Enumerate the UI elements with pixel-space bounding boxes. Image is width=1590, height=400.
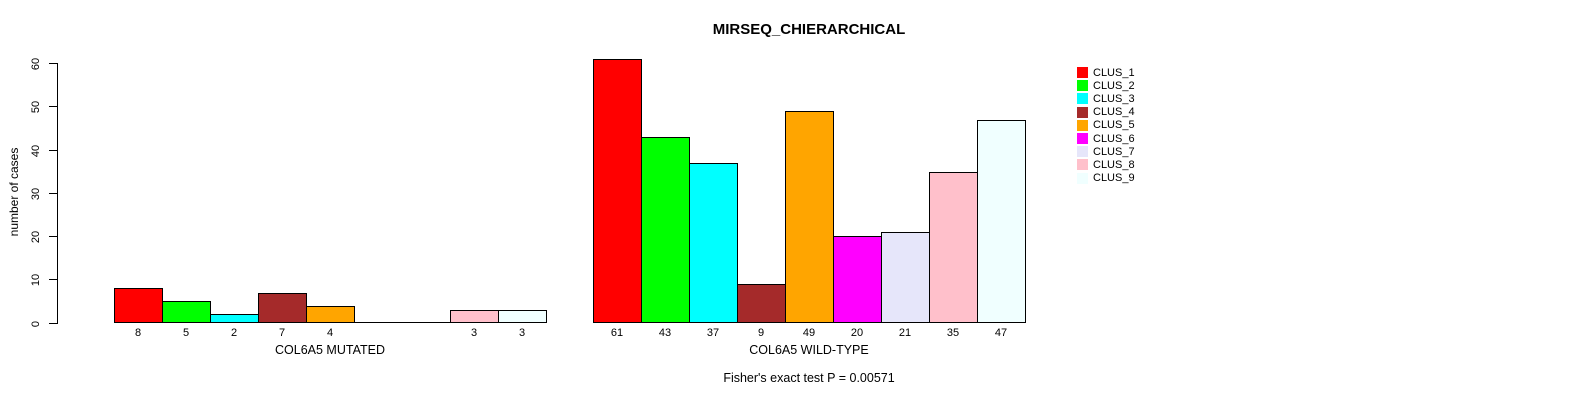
y-tick-label: 0 — [30, 320, 42, 327]
y-tick-mark — [49, 106, 57, 107]
y-tick-label: 40 — [30, 144, 42, 157]
bar-value-label: 8 — [134, 327, 142, 339]
y-tick-label: 20 — [30, 230, 42, 243]
bar — [210, 314, 259, 323]
group-x-axis-label: COL6A5 WILD-TYPE — [749, 343, 869, 357]
legend-item: CLUS_2 — [1077, 79, 1135, 92]
y-tick-label: 60 — [30, 57, 42, 70]
bar — [162, 301, 211, 323]
bar — [450, 310, 499, 323]
legend-item: CLUS_6 — [1077, 132, 1135, 145]
bar-value-label: 61 — [610, 327, 624, 339]
y-tick-mark — [49, 279, 57, 280]
legend-label: CLUS_2 — [1093, 79, 1135, 92]
y-tick-mark — [49, 63, 57, 64]
legend-label: CLUS_4 — [1093, 106, 1135, 119]
y-tick-mark — [49, 150, 57, 151]
y-tick-label: 10 — [30, 273, 42, 286]
y-axis-label: number of cases — [7, 147, 21, 237]
legend-item: CLUS_5 — [1077, 119, 1135, 132]
legend-label: CLUS_7 — [1093, 145, 1135, 158]
legend-item: CLUS_4 — [1077, 106, 1135, 119]
legend-item: CLUS_8 — [1077, 158, 1135, 171]
bar-value-label: 47 — [994, 327, 1008, 339]
bar-value-label: 43 — [658, 327, 672, 339]
bar — [977, 120, 1026, 323]
legend-swatch-icon — [1077, 146, 1088, 158]
bar — [593, 59, 642, 323]
legend-swatch-icon — [1077, 119, 1088, 131]
y-tick-mark — [49, 323, 57, 324]
legend-swatch-icon — [1077, 133, 1088, 144]
y-axis-line — [57, 63, 58, 324]
bar — [737, 284, 786, 323]
bar-value-label: 20 — [850, 327, 864, 339]
legend-label: CLUS_3 — [1093, 92, 1135, 105]
bar-value-label: 35 — [946, 327, 960, 339]
bar — [689, 163, 738, 323]
legend-label: CLUS_5 — [1093, 119, 1135, 132]
legend-item: CLUS_1 — [1077, 66, 1135, 79]
y-tick-label: 30 — [30, 187, 42, 200]
legend-item: CLUS_9 — [1077, 172, 1135, 185]
bar — [641, 137, 690, 323]
legend-label: CLUS_9 — [1093, 172, 1135, 185]
legend-swatch-icon — [1077, 172, 1088, 184]
legend-swatch-icon — [1077, 106, 1088, 118]
bar-value-label: 37 — [706, 327, 720, 339]
chart-title: MIRSEQ_CHIERARCHICAL — [712, 21, 906, 38]
bar — [833, 236, 882, 323]
bar — [929, 172, 978, 323]
fisher-test-label: Fisher's exact test P = 0.00571 — [723, 371, 895, 385]
legend-swatch-icon — [1077, 159, 1088, 171]
legend-item: CLUS_3 — [1077, 92, 1135, 105]
legend-item: CLUS_7 — [1077, 145, 1135, 158]
y-tick-mark — [49, 236, 57, 237]
y-tick-mark — [49, 193, 57, 194]
legend-label: CLUS_8 — [1093, 158, 1135, 171]
bar-value-label: 7 — [278, 327, 286, 339]
bar-value-label: 5 — [182, 327, 190, 339]
bar — [114, 288, 163, 323]
bar-value-label: 49 — [802, 327, 816, 339]
bar — [498, 310, 547, 323]
legend-label: CLUS_1 — [1093, 66, 1135, 79]
bar — [785, 111, 834, 323]
legend-label: CLUS_6 — [1093, 132, 1135, 145]
bar-value-label: 3 — [518, 327, 526, 339]
legend-swatch-icon — [1077, 67, 1088, 78]
bar-value-label: 2 — [230, 327, 238, 339]
bar-value-label: 21 — [898, 327, 912, 339]
legend-swatch-icon — [1077, 93, 1088, 105]
bar-value-label: 3 — [470, 327, 478, 339]
group-x-axis-label: COL6A5 MUTATED — [275, 343, 385, 357]
legend-swatch-icon — [1077, 80, 1088, 92]
bar — [306, 306, 355, 323]
bar — [258, 293, 307, 323]
bar-value-label: 4 — [326, 327, 334, 339]
bar — [881, 232, 930, 323]
y-tick-label: 50 — [30, 100, 42, 113]
bar-value-label: 9 — [757, 327, 765, 339]
